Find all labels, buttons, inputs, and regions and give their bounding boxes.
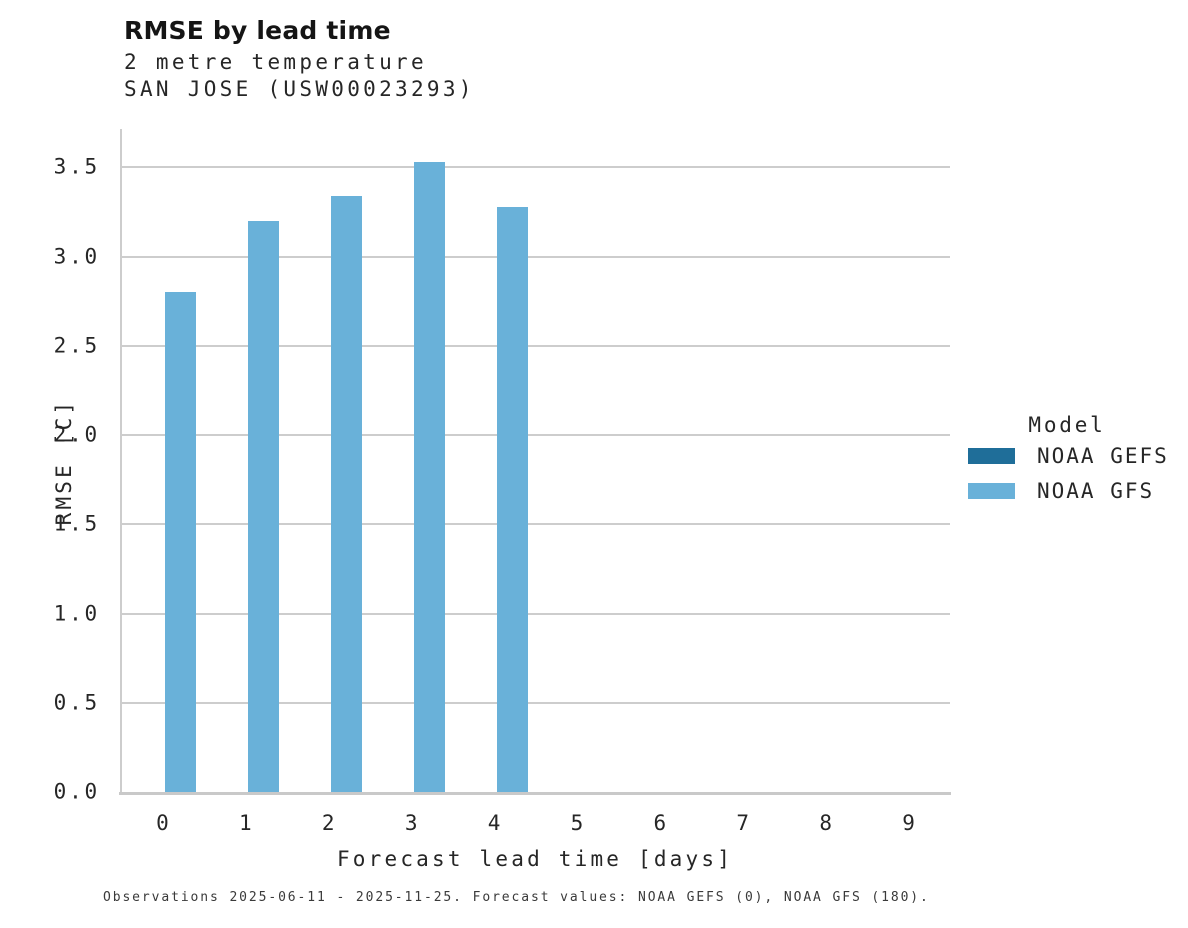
legend-swatch-icon	[968, 448, 1015, 464]
legend: Model NOAA GEFS NOAA GFS	[966, 413, 1176, 518]
chart-subtitle: 2 metre temperature SAN JOSE (USW0002329…	[124, 49, 475, 103]
chart-title: RMSE by lead time	[124, 16, 391, 45]
x-tick-label: 8	[819, 811, 832, 835]
y-axis-title: RMSE [C]	[52, 398, 76, 526]
x-tick-label: 2	[321, 811, 335, 835]
gridline	[121, 166, 950, 169]
legend-entry: NOAA GEFS	[966, 443, 1176, 468]
legend-entries: NOAA GEFS NOAA GFS	[966, 443, 1176, 503]
x-axis-title: Forecast lead time [days]	[336, 847, 734, 871]
bar-noaa-gfs-day-1	[247, 220, 280, 792]
gridline	[121, 701, 950, 704]
x-tick-label: 9	[902, 811, 915, 835]
bar-noaa-gfs-day-4	[496, 206, 529, 792]
gridline	[121, 434, 950, 437]
bar-noaa-gfs-day-0	[164, 292, 197, 792]
y-axis-spine	[120, 129, 122, 794]
gridline	[121, 255, 950, 258]
y-tick-label: 2.5	[53, 333, 100, 358]
x-axis-spine	[119, 792, 951, 795]
chart-caption: Observations 2025-06-11 - 2025-11-25. Fo…	[103, 890, 930, 905]
y-tick-label: 0.5	[53, 690, 100, 715]
gridline	[121, 523, 950, 526]
legend-label: NOAA GEFS	[1037, 443, 1169, 468]
y-tick-label: 3.0	[53, 244, 100, 269]
legend-label: NOAA GFS	[1037, 478, 1155, 503]
legend-entry: NOAA GFS	[966, 478, 1176, 503]
y-tick-label: 2.0	[53, 422, 100, 447]
subtitle-variable: 2 metre temperature	[124, 50, 427, 74]
x-tick-label: 6	[653, 811, 667, 835]
y-tick-label: 1.5	[53, 511, 100, 536]
bar-noaa-gfs-day-2	[330, 195, 363, 792]
x-tick-label: 3	[404, 811, 418, 835]
plot-area	[121, 129, 950, 792]
legend-title: Model	[1028, 413, 1106, 437]
gridline	[121, 344, 950, 347]
bar-noaa-gfs-day-3	[413, 162, 446, 792]
legend-swatch-icon	[968, 483, 1015, 499]
x-tick-label: 7	[736, 811, 750, 835]
x-tick-label: 0	[156, 811, 169, 835]
x-tick-label: 1	[239, 811, 252, 835]
subtitle-station: SAN JOSE (USW00023293)	[124, 77, 475, 101]
x-tick-label: 4	[487, 811, 501, 835]
y-tick-label: 1.0	[53, 601, 100, 626]
y-tick-label: 3.5	[53, 154, 100, 179]
gridline	[121, 612, 950, 615]
x-tick-label: 5	[570, 811, 584, 835]
y-tick-label: 0.0	[53, 779, 100, 804]
